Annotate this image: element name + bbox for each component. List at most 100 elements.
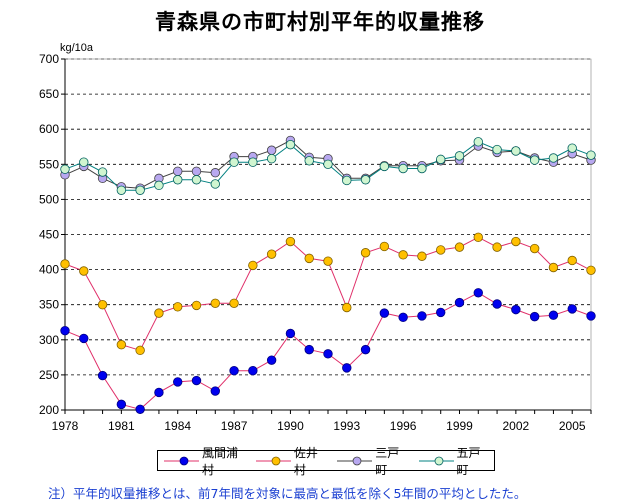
- legend-item-sannohe: 三戸町: [337, 444, 406, 478]
- x-tick-label-2002: 2002: [503, 419, 530, 433]
- data-point-sai-1984: [173, 302, 183, 312]
- y-tick-labels: 200 250 300 350 400 450 500 550 600 650 700: [39, 52, 59, 417]
- legend-swatch-gonohe: [418, 456, 454, 465]
- y-tick-label-600: 600: [39, 122, 59, 136]
- y-tick-label-650: 650: [39, 87, 59, 101]
- data-point-sai-1990: [285, 236, 296, 247]
- data-point-kazamaura-2006: [586, 311, 596, 321]
- data-point-gonohe-1981: [116, 185, 127, 195]
- legend-marker-sai: [271, 456, 281, 465]
- data-point-sai-1996: [398, 250, 408, 260]
- y-tick-label-500: 500: [39, 192, 59, 206]
- data-point-sannohe-1985: [191, 166, 202, 177]
- data-point-kazamaura-1988: [248, 365, 258, 376]
- x-tick-label-1987: 1987: [221, 419, 248, 433]
- data-point-kazamaura-1996: [398, 312, 408, 323]
- data-point-kazamaura-1984: [173, 377, 183, 387]
- data-point-sai-1978: [60, 259, 70, 269]
- data-point-gonohe-1994: [360, 175, 371, 185]
- gridlines: [65, 58, 591, 376]
- data-point-sai-1993: [342, 302, 352, 313]
- y-tick-label-700: 700: [39, 52, 59, 66]
- data-point-kazamaura-1981: [116, 399, 127, 410]
- data-point-kazamaura-1999: [454, 297, 465, 308]
- y-tick-label-250: 250: [39, 368, 59, 382]
- y-tick-label-450: 450: [39, 228, 59, 242]
- x-tick-label-1984: 1984: [164, 419, 191, 433]
- data-point-gonohe-1983: [154, 180, 164, 191]
- axes: [61, 58, 592, 414]
- data-point-kazamaura-2004: [548, 310, 559, 320]
- data-point-kazamaura-1986: [210, 386, 220, 396]
- x-tick-label-1990: 1990: [277, 419, 304, 433]
- data-point-kazamaura-1983: [154, 387, 164, 398]
- data-point-sai-2002: [511, 236, 521, 247]
- data-point-gonohe-1989: [266, 153, 277, 164]
- data-point-sai-1980: [97, 300, 108, 310]
- data-point-sai-1995: [379, 241, 390, 252]
- data-point-kazamaura-2005: [567, 304, 577, 314]
- data-point-sannohe-1989: [266, 145, 277, 155]
- data-point-sai-1992: [323, 256, 333, 266]
- y-tick-label-400: 400: [39, 263, 59, 277]
- data-point-kazamaura-2002: [511, 304, 521, 315]
- data-point-sannohe-1984: [173, 166, 183, 177]
- series-lines: [64, 139, 592, 410]
- data-point-gonohe-1984: [173, 175, 183, 185]
- data-point-kazamaura-1979: [79, 333, 89, 344]
- data-point-kazamaura-2003: [529, 311, 540, 322]
- data-point-gonohe-1992: [323, 159, 333, 170]
- data-point-sai-2006: [586, 265, 596, 276]
- data-point-sai-1986: [210, 298, 220, 308]
- x-tick-label-1981: 1981: [108, 419, 135, 433]
- data-point-sai-1998: [436, 245, 446, 255]
- data-point-kazamaura-1990: [285, 328, 296, 339]
- data-point-kazamaura-1985: [191, 375, 202, 386]
- legend-item-sai: 佐井村: [255, 444, 325, 478]
- data-point-gonohe-2002: [511, 146, 521, 156]
- x-tick-label-1999: 1999: [446, 419, 473, 433]
- y-axis-unit-label: kg/10a: [60, 42, 94, 54]
- data-point-sai-1982: [135, 345, 145, 356]
- data-point-kazamaura-1989: [266, 355, 277, 365]
- data-point-kazamaura-1991: [304, 344, 314, 355]
- legend-label-sai: 佐井村: [293, 445, 318, 477]
- data-point-gonohe-1991: [304, 156, 314, 166]
- y-tick-label-200: 200: [39, 403, 59, 417]
- legend-marker-gonohe: [434, 456, 444, 465]
- y-tick-label-550: 550: [39, 157, 59, 171]
- data-point-sai-1994: [360, 248, 371, 258]
- data-point-gonohe-1978: [60, 164, 70, 174]
- data-point-gonohe-1980: [97, 167, 108, 177]
- data-point-sai-1991: [304, 253, 314, 264]
- x-tick-labels: 1978 1981 1984 1987 1990 1993 1996 1999 2002 2005: [52, 419, 586, 433]
- data-point-kazamaura-1980: [97, 370, 108, 381]
- legend-label-kazamaura: 風間浦村: [201, 445, 238, 477]
- data-point-sai-1997: [417, 251, 427, 261]
- data-point-gonohe-1979: [79, 157, 89, 167]
- data-point-gonohe-1988: [248, 157, 258, 167]
- data-point-gonohe-2004: [548, 153, 559, 163]
- data-point-kazamaura-1993: [342, 363, 352, 373]
- data-point-sai-1983: [154, 308, 164, 318]
- data-point-gonohe-1995: [379, 161, 390, 172]
- data-point-gonohe-1997: [417, 163, 427, 174]
- chart-title: 青森県の市町村別平年的収量推移: [155, 10, 485, 34]
- data-point-gonohe-1982: [135, 185, 145, 195]
- data-point-gonohe-2003: [529, 155, 540, 165]
- series-line-sai: [64, 236, 592, 351]
- data-point-kazamaura-2001: [492, 299, 502, 309]
- data-point-kazamaura-1987: [229, 365, 239, 376]
- data-point-gonohe-1987: [229, 157, 239, 167]
- data-point-sai-1981: [116, 340, 127, 350]
- legend: 風間浦村 佐井村 三戸町 五戸町: [157, 446, 495, 477]
- data-point-sannohe-1986: [210, 168, 220, 178]
- legend-label-sannohe: 三戸町: [375, 445, 400, 477]
- data-point-sai-1999: [454, 242, 465, 252]
- data-point-sai-2001: [492, 242, 502, 252]
- data-point-sai-2000: [473, 232, 483, 243]
- data-point-gonohe-1999: [454, 151, 465, 161]
- legend-swatch-sannohe: [337, 456, 373, 465]
- data-point-gonohe-1986: [210, 179, 220, 189]
- data-point-kazamaura-1978: [60, 325, 70, 336]
